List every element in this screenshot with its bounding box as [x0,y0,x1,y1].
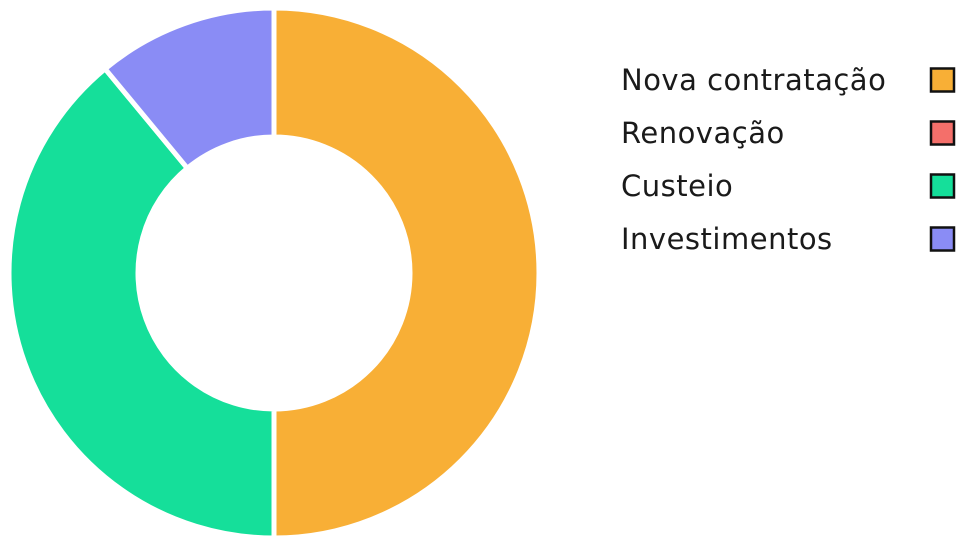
legend-swatch[interactable] [929,226,956,252]
donut-slices [6,5,542,537]
legend-label: Renovação [621,116,785,150]
legend-swatch[interactable] [929,173,956,199]
slice-investimentos[interactable] [101,5,277,172]
legend-swatch[interactable] [929,67,956,93]
slice-nova-contrata-o[interactable] [271,5,542,537]
legend-swatch[interactable] [929,120,956,146]
slice-custeio[interactable] [6,65,277,537]
chart-legend: Nova contratação Renovação Custeio Investim… [621,63,956,256]
legend-label: Custeio [621,169,733,203]
legend-label: Investimentos [621,222,833,256]
legend-label: Nova contratação [621,63,886,97]
